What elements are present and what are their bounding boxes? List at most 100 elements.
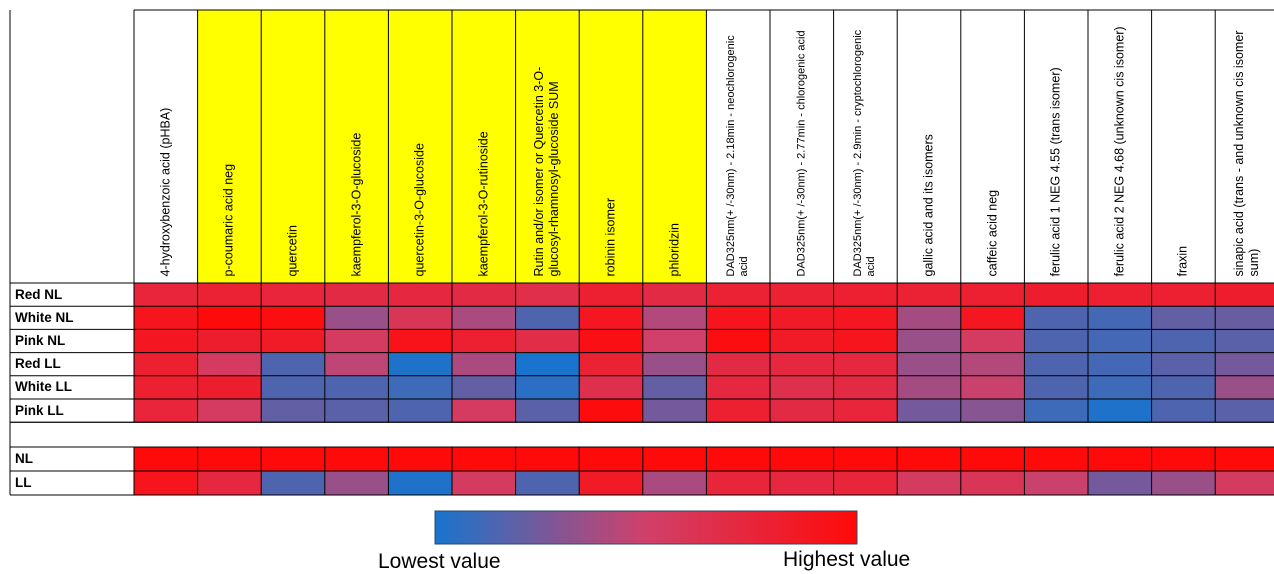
heatmap-cell <box>1151 447 1216 471</box>
heatmap-cell <box>1088 447 1152 471</box>
heatmap-cell <box>1024 329 1088 353</box>
column-header: sinapic acid (trans - and unknown cis is… <box>1215 14 1274 279</box>
heatmap-cell <box>452 375 516 399</box>
column-header: quercetin-3-O-glucoside <box>388 14 452 279</box>
column-header-label: robinin isomer <box>603 197 618 276</box>
heatmap-cell <box>960 352 1025 376</box>
heatmap-cell <box>452 447 516 471</box>
column-header: Rutin and/or isomer or Quercetin 3-O-glu… <box>516 14 580 279</box>
heatmap-cell <box>134 471 198 495</box>
heatmap-cell <box>197 329 262 353</box>
column-header-highlight <box>515 10 580 283</box>
column-header-label: fraxin <box>1175 245 1190 276</box>
column-header-label: DAD325nm(+ /-30nm) - 2.77min - chlorogen… <box>795 29 808 276</box>
heatmap-cell <box>1215 329 1274 353</box>
heatmap-cell <box>897 375 961 399</box>
heatmap-cell <box>197 306 262 330</box>
column-header-label: DAD325nm(+ /-30nm) - 2.18min - neochloro… <box>725 34 751 276</box>
heatmap-cell <box>388 329 452 353</box>
heatmap-cell <box>261 471 325 495</box>
heatmap-cell <box>770 329 834 353</box>
column-header: phloridzin <box>643 14 707 279</box>
row-label: White NL <box>15 309 74 325</box>
heatmap-cell <box>261 447 325 471</box>
heatmap-cell <box>197 352 262 376</box>
heatmap-cell <box>134 399 198 423</box>
heatmap-cell <box>197 399 262 423</box>
heatmap-cell <box>197 447 262 471</box>
heatmap-cell <box>388 306 452 330</box>
row-label: Red NL <box>15 286 63 302</box>
heatmap-cell <box>515 306 580 330</box>
heatmap-cell <box>706 306 770 330</box>
heatmap-cell <box>261 375 325 399</box>
column-header: fraxin <box>1152 14 1216 279</box>
heatmap-cell <box>833 447 898 471</box>
heatmap-cell <box>197 471 262 495</box>
heatmap-cell <box>1151 352 1216 376</box>
heatmap-cell <box>1215 283 1274 307</box>
heatmap-cell <box>897 306 961 330</box>
row-label: White LL <box>15 379 72 395</box>
legend-low-label: Lowest value <box>378 550 501 573</box>
heatmap-cell <box>261 352 325 376</box>
heatmap-cell <box>1024 447 1088 471</box>
heatmap-cell <box>452 306 516 330</box>
heatmap-cell <box>770 399 834 423</box>
heatmap-cell <box>579 375 643 399</box>
heatmap-cell <box>134 375 198 399</box>
column-header-label: sinapic acid (trans - and unknown cis is… <box>1231 30 1261 276</box>
heatmap-cell <box>388 375 452 399</box>
heatmap-cell <box>324 447 389 471</box>
heatmap-cell <box>960 399 1025 423</box>
heatmap-cell <box>1088 375 1152 399</box>
column-header: robinin isomer <box>579 14 643 279</box>
heatmap-cell <box>1151 471 1216 495</box>
heatmap-cell <box>1088 329 1152 353</box>
heatmap-cell <box>1215 352 1274 376</box>
column-header: p-coumaric acid neg <box>198 14 262 279</box>
heatmap-cell <box>706 329 770 353</box>
heatmap-cell <box>1088 399 1152 423</box>
heatmap-cell <box>324 375 389 399</box>
heatmap-cell <box>1024 399 1088 423</box>
column-header-highlight <box>197 10 262 283</box>
row-label: LL <box>15 475 32 490</box>
heatmap-cell <box>833 306 898 330</box>
row-label: Pink LL <box>15 402 64 418</box>
heatmap-cell <box>897 283 961 307</box>
column-header: DAD325nm(+ /-30nm) - 2.77min - chlorogen… <box>770 14 834 279</box>
heatmap-cell <box>960 306 1025 330</box>
heatmap-cell <box>388 399 452 423</box>
heatmap-cell <box>515 352 580 376</box>
heatmap-cell <box>324 329 389 353</box>
heatmap-cell <box>579 283 643 307</box>
heatmap-cell <box>579 447 643 471</box>
heatmap-cell <box>579 399 643 423</box>
heatmap-cell <box>833 329 898 353</box>
heatmap-cell <box>388 447 452 471</box>
heatmap-cell <box>515 399 580 423</box>
column-header-label: kaempferol-3-O-glucoside <box>349 132 364 276</box>
heatmap-cell <box>261 399 325 423</box>
row-label: Pink NL <box>15 333 66 348</box>
heatmap-cell <box>452 399 516 423</box>
column-header-label: quercetin <box>285 224 300 276</box>
heatmap-cell <box>897 447 961 471</box>
heatmap-cell <box>261 283 325 307</box>
heatmap-cell <box>833 283 898 307</box>
row-label: Red LL <box>15 356 61 372</box>
heatmap-cell <box>770 283 834 307</box>
column-header: caffeic acid neg <box>961 14 1025 279</box>
heatmap-cell <box>197 375 262 399</box>
heatmap-cell <box>960 447 1025 471</box>
heatmap-cell <box>1024 375 1088 399</box>
heatmap-cell <box>134 447 198 471</box>
column-header-highlight <box>261 10 325 283</box>
column-header-highlight <box>324 10 389 283</box>
heatmap-cell <box>642 329 707 353</box>
heatmap-cell <box>897 352 961 376</box>
heatmap-cell <box>706 375 770 399</box>
heatmap-cell <box>452 471 516 495</box>
